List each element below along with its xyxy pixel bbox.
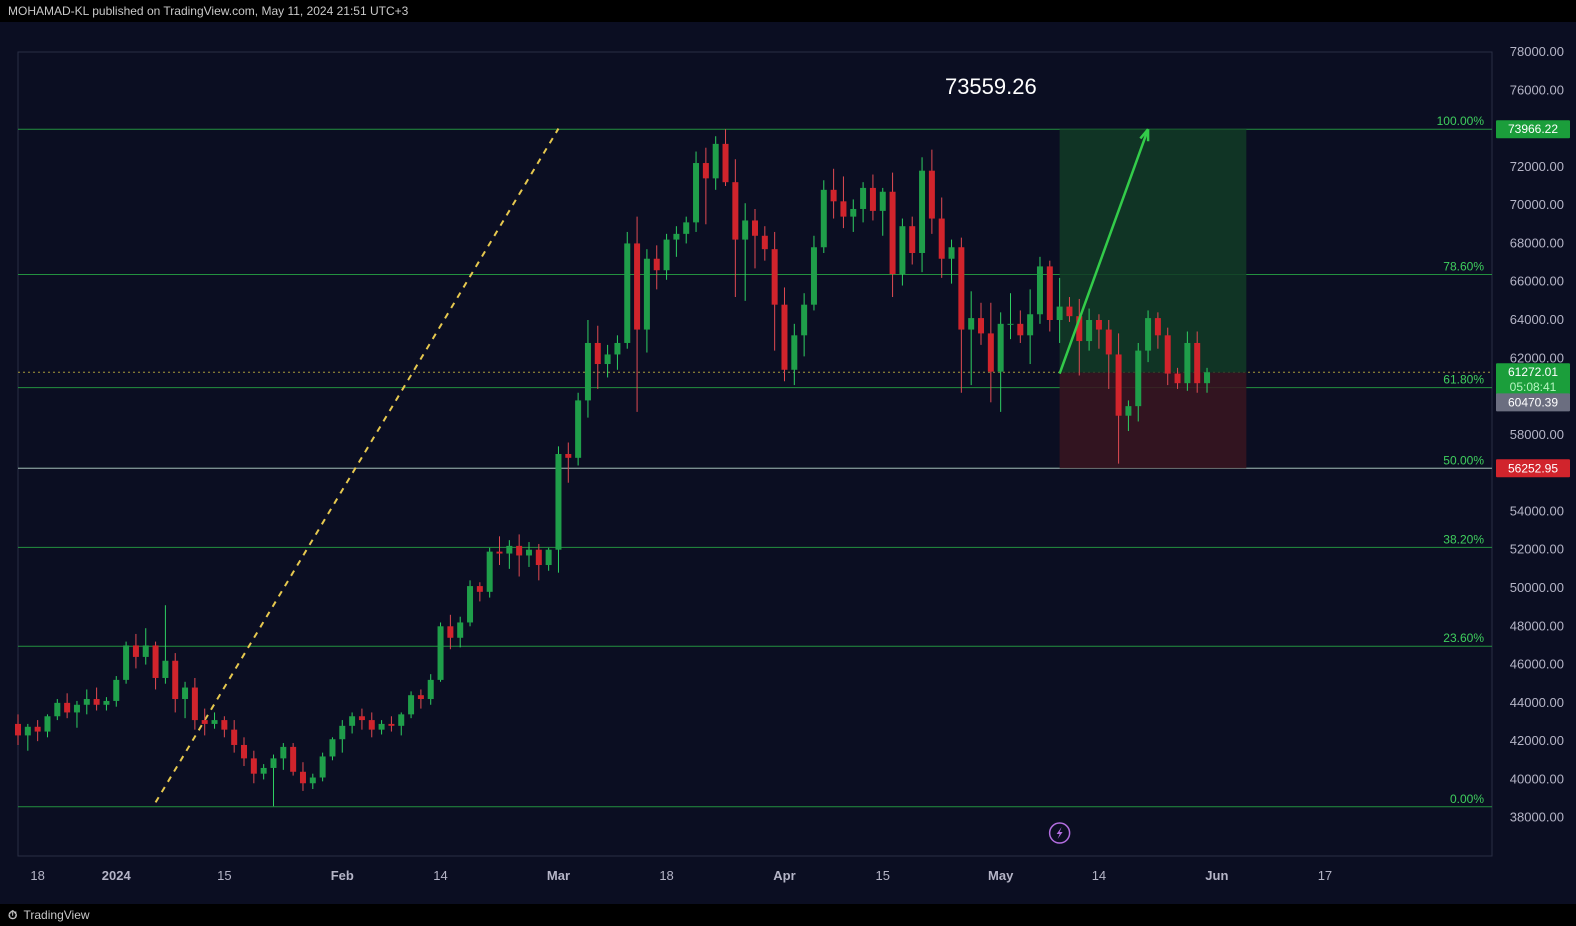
svg-text:60470.39: 60470.39 xyxy=(1508,395,1558,409)
svg-text:42000.00: 42000.00 xyxy=(1510,733,1564,748)
svg-text:66000.00: 66000.00 xyxy=(1510,274,1564,289)
svg-text:Mar: Mar xyxy=(547,868,570,883)
svg-text:18: 18 xyxy=(659,868,673,883)
svg-text:May: May xyxy=(988,868,1014,883)
price-chart[interactable]: 38000.00 40000.00 42000.00 44000.00 46000.00… xyxy=(0,22,1576,904)
svg-text:Apr: Apr xyxy=(773,868,795,883)
svg-text:56252.95: 56252.95 xyxy=(1508,461,1558,475)
svg-text:100.00%: 100.00% xyxy=(1437,114,1485,128)
svg-text:76000.00: 76000.00 xyxy=(1510,82,1564,97)
svg-text:73559.26: 73559.26 xyxy=(945,74,1037,99)
svg-text:23.60%: 23.60% xyxy=(1443,631,1484,645)
svg-text:78000.00: 78000.00 xyxy=(1510,44,1564,59)
svg-text:52000.00: 52000.00 xyxy=(1510,542,1564,557)
svg-text:72000.00: 72000.00 xyxy=(1510,159,1564,174)
svg-text:58000.00: 58000.00 xyxy=(1510,427,1564,442)
svg-text:Jun: Jun xyxy=(1205,868,1228,883)
svg-text:18: 18 xyxy=(30,868,44,883)
svg-text:48000.00: 48000.00 xyxy=(1510,618,1564,633)
svg-text:2024: 2024 xyxy=(102,868,132,883)
svg-text:15: 15 xyxy=(876,868,890,883)
svg-text:70000.00: 70000.00 xyxy=(1510,197,1564,212)
footer-brand-text: TradingView xyxy=(24,908,90,922)
svg-text:46000.00: 46000.00 xyxy=(1510,657,1564,672)
svg-text:73966.22: 73966.22 xyxy=(1508,122,1558,136)
svg-text:62000.00: 62000.00 xyxy=(1510,350,1564,365)
tradingview-logo-icon: ⏱ xyxy=(8,908,16,922)
publish-info-header: MOHAMAD-KL published on TradingView.com,… xyxy=(0,0,1576,22)
svg-text:14: 14 xyxy=(433,868,447,883)
footer-brand-bar: ⏱ TradingView xyxy=(0,904,1576,926)
svg-text:17: 17 xyxy=(1318,868,1332,883)
svg-text:50000.00: 50000.00 xyxy=(1510,580,1564,595)
svg-text:61.80%: 61.80% xyxy=(1443,373,1484,387)
svg-text:Feb: Feb xyxy=(331,868,354,883)
svg-text:38000.00: 38000.00 xyxy=(1510,810,1564,825)
svg-text:54000.00: 54000.00 xyxy=(1510,503,1564,518)
svg-text:44000.00: 44000.00 xyxy=(1510,695,1564,710)
svg-text:78.60%: 78.60% xyxy=(1443,259,1484,273)
svg-text:40000.00: 40000.00 xyxy=(1510,771,1564,786)
svg-text:38.20%: 38.20% xyxy=(1443,532,1484,546)
svg-text:61272.01: 61272.01 xyxy=(1508,365,1558,379)
svg-text:15: 15 xyxy=(217,868,231,883)
publish-info-text: MOHAMAD-KL published on TradingView.com,… xyxy=(8,4,408,18)
svg-text:0.00%: 0.00% xyxy=(1450,792,1484,806)
svg-text:68000.00: 68000.00 xyxy=(1510,235,1564,250)
svg-text:14: 14 xyxy=(1092,868,1106,883)
svg-text:50.00%: 50.00% xyxy=(1443,453,1484,467)
svg-text:05:08:41: 05:08:41 xyxy=(1510,380,1557,394)
svg-text:64000.00: 64000.00 xyxy=(1510,312,1564,327)
